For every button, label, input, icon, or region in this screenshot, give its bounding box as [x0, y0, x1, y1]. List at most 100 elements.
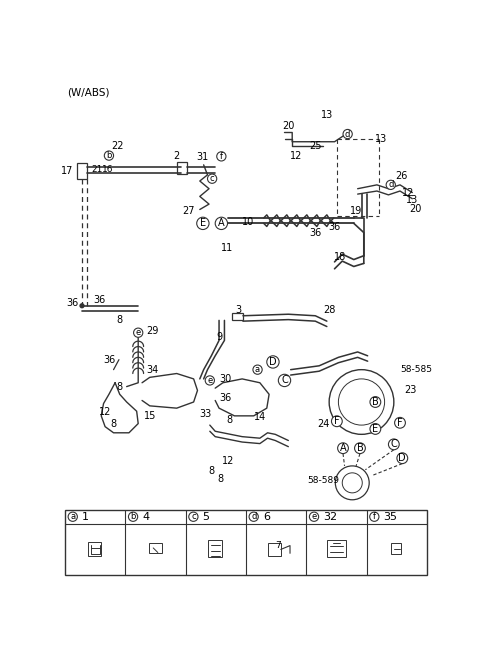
Circle shape	[310, 512, 319, 521]
Text: 33: 33	[199, 409, 211, 419]
Text: a: a	[255, 365, 260, 374]
Text: 10: 10	[242, 217, 254, 227]
Text: 8: 8	[110, 419, 117, 428]
Text: 13: 13	[374, 134, 387, 143]
Text: 30: 30	[219, 374, 231, 384]
Text: 31: 31	[196, 152, 208, 162]
Text: 35: 35	[384, 512, 397, 522]
Text: e: e	[207, 376, 213, 385]
Text: 36: 36	[219, 393, 231, 403]
Text: b: b	[131, 512, 136, 521]
Text: d: d	[251, 512, 256, 521]
Circle shape	[332, 416, 342, 426]
Text: 36: 36	[309, 227, 322, 238]
Text: f: f	[220, 152, 223, 161]
Text: 12: 12	[222, 457, 234, 466]
Text: 7: 7	[276, 541, 281, 550]
Text: 58-585: 58-585	[400, 365, 432, 374]
Text: 25: 25	[309, 141, 322, 151]
Circle shape	[207, 174, 217, 183]
Circle shape	[370, 397, 381, 407]
Text: E: E	[200, 218, 206, 229]
Text: 34: 34	[146, 365, 158, 375]
Text: 15: 15	[144, 411, 156, 421]
Text: 12: 12	[99, 407, 111, 417]
Text: 14: 14	[254, 413, 266, 422]
Text: 13: 13	[321, 110, 333, 120]
Bar	[149, 542, 162, 553]
Text: 27: 27	[182, 206, 194, 216]
Text: 58-589: 58-589	[308, 476, 339, 485]
Circle shape	[337, 443, 348, 454]
Bar	[87, 542, 101, 555]
Circle shape	[133, 328, 143, 337]
Text: A: A	[218, 218, 225, 229]
Text: 29: 29	[146, 326, 158, 336]
Text: 21: 21	[92, 165, 103, 174]
Text: 13: 13	[406, 195, 419, 205]
Bar	[208, 540, 222, 557]
Text: 11: 11	[221, 243, 233, 253]
Text: 18: 18	[334, 252, 346, 262]
Bar	[232, 312, 243, 320]
Text: 6: 6	[263, 512, 270, 522]
Bar	[268, 543, 281, 555]
Text: 19: 19	[350, 206, 362, 216]
Text: e: e	[135, 328, 141, 337]
Text: F: F	[397, 418, 403, 428]
Bar	[327, 540, 346, 557]
Text: 24: 24	[317, 419, 329, 428]
Circle shape	[205, 376, 215, 385]
Text: f: f	[373, 512, 376, 521]
Bar	[77, 163, 87, 179]
Circle shape	[388, 439, 399, 450]
Text: 2: 2	[174, 151, 180, 160]
Circle shape	[215, 217, 228, 229]
Text: 8: 8	[116, 382, 122, 392]
Circle shape	[395, 417, 406, 428]
Text: 36: 36	[66, 299, 78, 309]
Circle shape	[386, 180, 396, 189]
Circle shape	[370, 424, 381, 434]
Text: a: a	[70, 512, 75, 521]
Circle shape	[343, 130, 352, 139]
Text: D: D	[398, 453, 406, 463]
Text: 22: 22	[111, 141, 124, 151]
Text: 36: 36	[103, 354, 115, 365]
Circle shape	[267, 356, 279, 368]
Text: E: E	[372, 424, 378, 434]
Text: C: C	[390, 440, 397, 449]
Text: 36: 36	[328, 222, 341, 233]
Text: 4: 4	[142, 512, 149, 522]
Text: 32: 32	[323, 512, 337, 522]
Text: 3: 3	[235, 305, 241, 314]
Text: B: B	[357, 443, 363, 453]
Text: 12: 12	[290, 151, 302, 160]
Circle shape	[80, 304, 84, 308]
Text: 28: 28	[323, 305, 336, 314]
Text: 8: 8	[116, 314, 122, 325]
Text: B: B	[372, 397, 379, 407]
Circle shape	[278, 374, 291, 386]
Text: 20: 20	[282, 121, 295, 132]
Text: 1: 1	[82, 512, 89, 522]
Circle shape	[129, 512, 138, 521]
Text: 26: 26	[396, 170, 408, 181]
Text: 5: 5	[203, 512, 210, 522]
Text: d: d	[388, 180, 394, 189]
Text: 8: 8	[208, 466, 215, 476]
Text: 8: 8	[217, 474, 224, 484]
Text: D: D	[269, 357, 277, 367]
Text: c: c	[191, 512, 196, 521]
Text: 9: 9	[216, 331, 222, 341]
Text: 36: 36	[94, 295, 106, 305]
Circle shape	[355, 443, 365, 454]
Circle shape	[197, 217, 209, 229]
Circle shape	[253, 365, 262, 374]
Text: d: d	[345, 130, 350, 139]
Text: 20: 20	[409, 204, 421, 214]
Circle shape	[249, 512, 258, 521]
Bar	[65, 510, 427, 575]
Text: 23: 23	[404, 385, 416, 396]
Bar	[177, 162, 188, 174]
